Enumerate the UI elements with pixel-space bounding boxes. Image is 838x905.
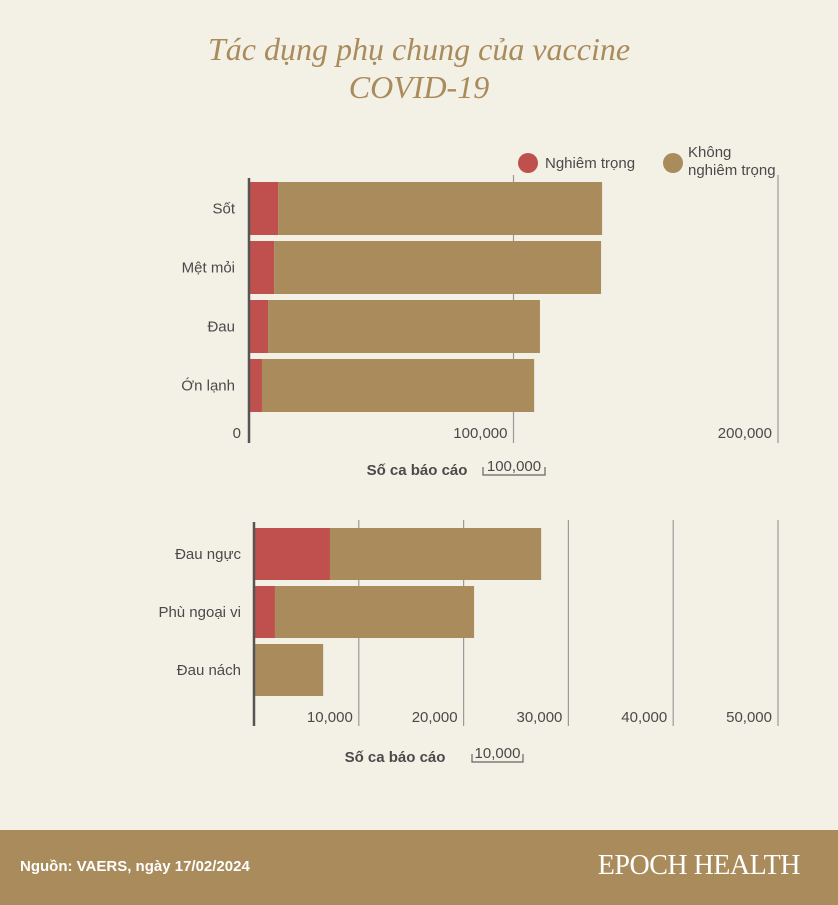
category-label: Đau nách [177, 662, 241, 679]
x-axis-label: Số ca báo cáo [345, 749, 446, 766]
x-tick-label: 10,000 [307, 709, 353, 726]
bar-serious [249, 182, 279, 235]
title-line-2: COVID-19 [348, 69, 490, 105]
legend-serious-swatch [518, 153, 538, 173]
bar-non-serious [255, 644, 324, 696]
legend-non-serious-label-2: nghiêm trọng [688, 162, 776, 179]
bar-non-serious [274, 241, 602, 294]
title-line-1: Tác dụng phụ chung của vaccine [207, 31, 631, 67]
x-tick-label: 50,000 [726, 709, 772, 726]
charts: Nghiêm trọng Không nghiêm trọng 0 100,000… [158, 144, 779, 766]
legend-non-serious-swatch [663, 153, 683, 173]
x-tick-label: 200,000 [718, 425, 772, 442]
scale-bracket [482, 467, 546, 476]
scale-bracket [471, 754, 524, 763]
category-label: Đau [207, 319, 235, 336]
scale-label: 100,000 [487, 458, 541, 475]
footer: Nguồn: VAERS, ngày 17/02/2024 EPOCH HEAL… [0, 830, 838, 905]
x-axis-label: Số ca báo cáo [367, 462, 468, 479]
category-label: Ớn lạnh [181, 378, 235, 395]
category-label: Đau ngực [175, 546, 241, 563]
bar-serious [249, 359, 262, 412]
x-tick-label: 0 [233, 425, 241, 442]
bar-serious [249, 241, 275, 294]
category-label: Sốt [212, 201, 235, 218]
category-label: Mệt mỏi [182, 260, 235, 277]
bar-non-serious [278, 182, 603, 235]
source-text: Nguồn: VAERS, ngày 17/02/2024 [20, 858, 250, 875]
bar-non-serious [261, 359, 535, 412]
legend-serious-label: Nghiêm trọng [545, 155, 635, 172]
bar-serious [254, 528, 330, 580]
category-label: Phù ngoại vi [158, 604, 241, 621]
x-tick-label: 100,000 [453, 425, 507, 442]
bar-serious [249, 300, 269, 353]
bar-non-serious [329, 528, 542, 580]
chart-title: Tác dụng phụ chung của vaccine COVID-19 [0, 30, 838, 106]
x-tick-label: 40,000 [621, 709, 667, 726]
bar-non-serious [274, 586, 475, 638]
x-tick-label: 20,000 [412, 709, 458, 726]
legend-non-serious-label-1: Không [688, 144, 731, 161]
bar-serious [254, 586, 275, 638]
brand-logo: EPOCH HEALTH [597, 850, 801, 881]
x-tick-label: 30,000 [517, 709, 563, 726]
bar-non-serious [268, 300, 540, 353]
scale-label: 10,000 [475, 745, 521, 762]
